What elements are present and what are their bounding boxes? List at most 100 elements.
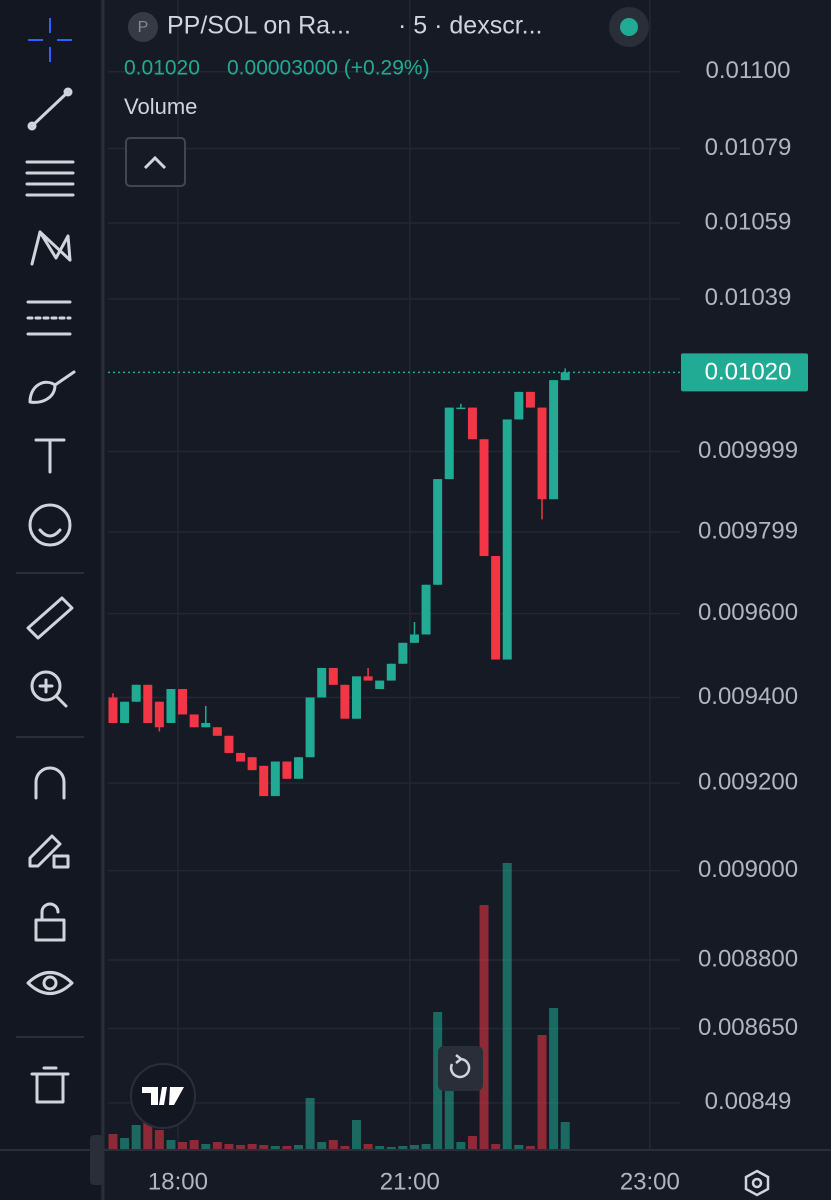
volume-bar [247,1144,257,1150]
candle-body [282,761,292,779]
emoji-tool[interactable] [28,503,72,547]
candle-body [212,727,222,736]
volume-bar [421,1144,431,1150]
candle-body [444,407,454,480]
header-change: 0.00003000 (+0.29%) [227,57,430,80]
volume-bar [549,1008,559,1150]
volume-bar [560,1122,570,1150]
candle-body [549,380,559,500]
volume-bar [178,1142,188,1150]
reset-chart-button[interactable] [438,1046,483,1091]
candle-body [433,479,443,585]
volume-bar [212,1142,222,1150]
pattern-tool[interactable] [30,230,72,266]
ruler-tool[interactable] [26,596,74,640]
candle-body [363,676,373,681]
candle-body [270,761,280,797]
candle-body [154,701,164,728]
magnet-tool[interactable] [34,766,66,800]
candle-body [409,634,419,643]
zoom-tool[interactable] [30,670,68,708]
volume-label: Volume [124,94,197,119]
settings-icon [751,1177,763,1189]
volume-bar [282,1146,292,1150]
volume-bar [108,1134,118,1150]
candle-body [178,689,188,715]
y-tick-label: 0.01100 [706,57,791,84]
y-tick-label: 0.00849 [705,1088,792,1115]
candle-body [537,407,547,500]
volume-bar [502,863,512,1150]
volume-bar [317,1142,327,1150]
y-tick-label: 0.009000 [698,856,798,883]
chevron-up [143,155,167,170]
volume-bar [409,1145,419,1150]
lock-drawing-tool[interactable] [28,834,70,869]
candle-body [456,407,466,410]
volume-bar [154,1130,164,1150]
candle-body [340,684,350,719]
fib-tool[interactable] [26,300,72,336]
symbol-source: · 5 · dexscr... [398,12,542,40]
volume-bar [201,1144,211,1150]
collapse-toolbar-button[interactable] [90,1135,104,1185]
volume-bar [236,1145,246,1150]
volume-bar [294,1145,304,1150]
candle-body [328,667,338,685]
symbol-icon [128,12,158,42]
volume-bar [375,1146,385,1150]
volume-bar [444,1060,454,1150]
tradingview-logo-mark [142,1087,184,1105]
settings-button[interactable] [744,1169,770,1197]
candle-body [351,676,361,719]
trend-line-tool[interactable] [27,87,73,131]
candle-body [560,372,570,381]
text-tool[interactable] [34,438,66,474]
volume-bar [433,1012,443,1150]
y-tick-label: 0.01059 [705,208,792,235]
candle-body [108,697,118,723]
volume-bar [467,1136,477,1150]
candle-body [166,689,176,723]
candle-body [201,722,211,728]
volume-bar [259,1145,269,1150]
volume-bar [525,1146,535,1150]
delete-tool[interactable] [30,1066,70,1104]
crosshair-tool[interactable] [28,18,72,62]
collapse-legend-button[interactable] [125,137,186,187]
candle-body [317,667,327,698]
lock-tool[interactable] [34,902,66,942]
header-price: 0.01020 [124,57,200,80]
symbol-title[interactable]: PP/SOL on Ra... [167,12,351,40]
y-tick-label: 0.009200 [698,768,798,795]
candle-body [247,757,257,771]
visibility-tool[interactable] [26,971,74,995]
volume-bar [398,1146,408,1150]
volume-bar [537,1035,547,1150]
y-tick-label: 0.009799 [698,517,798,544]
candle-body [259,765,269,797]
volume-pane [108,863,570,1150]
candle-body [386,663,396,681]
candle-body [525,391,535,408]
volume-bar [143,1120,153,1150]
y-tick-label: 0.009999 [698,437,798,464]
volume-bar [491,1144,501,1150]
last-price-label: 0.01020 [705,359,792,386]
volume-bar [131,1125,141,1150]
candle-body [294,757,304,779]
y-tick-label: 0.009600 [698,599,798,626]
horizontal-lines-tool[interactable] [25,160,75,197]
y-tick-label: 0.008650 [698,1014,798,1041]
reset-icon [449,1054,471,1079]
y-tick-label: 0.01039 [705,284,792,311]
volume-bar [351,1120,361,1150]
brush-tool[interactable] [28,370,76,404]
toolbar [0,0,100,1200]
volume-bar [340,1146,350,1150]
candle-body [398,642,408,664]
y-tick-label: 0.009400 [698,683,798,710]
volume-bar [270,1146,280,1150]
symbol-icon-letter: P [138,19,149,36]
